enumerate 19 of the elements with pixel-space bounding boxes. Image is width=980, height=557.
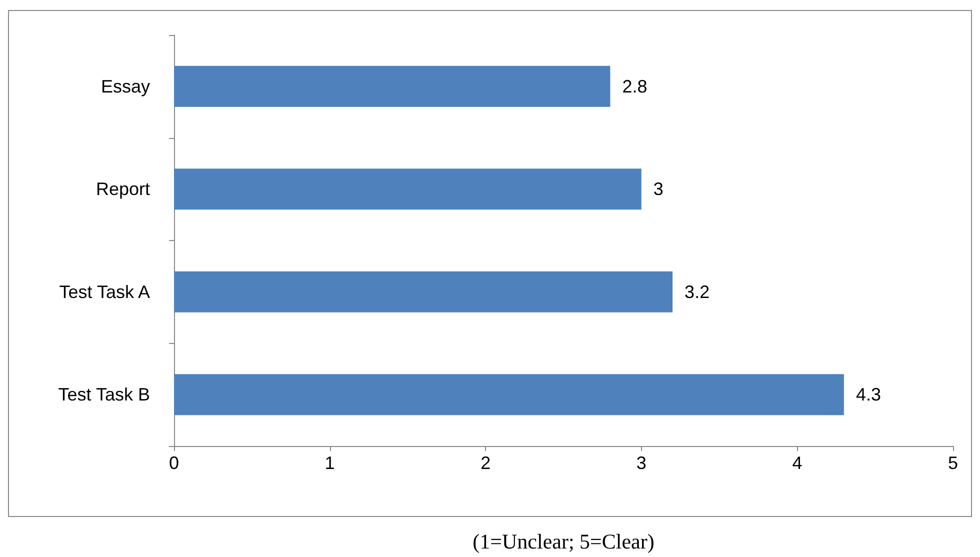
data-label: 3 xyxy=(653,179,664,200)
bar xyxy=(174,168,642,210)
x-axis-title: (1=Unclear; 5=Clear) xyxy=(472,530,654,554)
x-tick-label: 0 xyxy=(168,453,180,473)
x-tick-label: 3 xyxy=(636,453,646,473)
x-tick-label: 5 xyxy=(948,453,958,473)
x-tick-label: 2 xyxy=(480,453,491,473)
x-tick-label: 1 xyxy=(324,453,335,473)
bar xyxy=(174,271,673,312)
x-tick-label: 4 xyxy=(792,453,802,473)
y-tick-label: Test Task A xyxy=(59,282,150,302)
bar xyxy=(174,374,844,416)
bar xyxy=(174,66,610,107)
y-tick-label: Test Task B xyxy=(58,384,150,405)
data-label: 3.2 xyxy=(684,282,710,302)
data-label: 4.3 xyxy=(856,384,881,405)
y-tick-label: Essay xyxy=(100,76,150,96)
data-label: 2.8 xyxy=(622,76,648,96)
y-tick-label: Report xyxy=(96,179,150,200)
